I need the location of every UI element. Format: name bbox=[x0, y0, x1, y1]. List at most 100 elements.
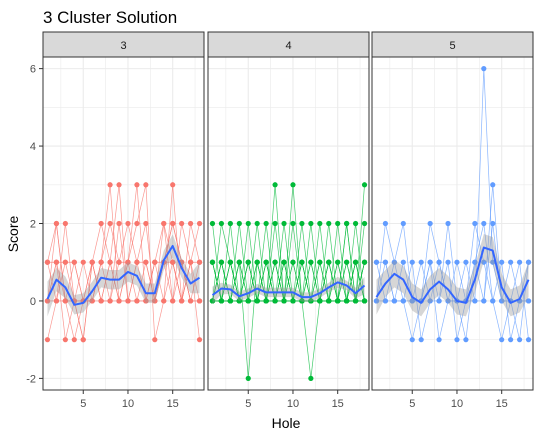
data-point bbox=[508, 337, 514, 343]
data-point bbox=[436, 298, 442, 304]
data-point bbox=[361, 259, 368, 265]
data-point bbox=[62, 220, 68, 227]
data-point bbox=[409, 298, 415, 304]
data-point bbox=[490, 259, 496, 265]
series-line bbox=[47, 184, 200, 302]
data-point bbox=[263, 298, 269, 304]
panel-border bbox=[371, 56, 534, 391]
data-point bbox=[382, 259, 389, 265]
data-point bbox=[218, 259, 225, 265]
data-point bbox=[400, 259, 406, 265]
data-point bbox=[107, 182, 113, 188]
panel-border bbox=[207, 56, 370, 391]
data-point bbox=[427, 298, 433, 304]
data-point bbox=[125, 220, 131, 227]
data-point bbox=[263, 220, 269, 227]
data-point bbox=[196, 337, 203, 343]
data-point bbox=[116, 259, 122, 265]
smooth-confidence-band bbox=[376, 233, 529, 317]
data-point bbox=[361, 182, 368, 188]
data-point bbox=[290, 298, 296, 304]
data-point bbox=[409, 337, 415, 343]
facet-panel-5: 5 5 10 15 bbox=[371, 31, 534, 410]
data-point bbox=[98, 259, 104, 265]
data-point bbox=[490, 298, 496, 304]
data-point bbox=[218, 220, 225, 227]
data-point bbox=[89, 298, 95, 304]
data-point bbox=[98, 298, 104, 304]
data-point bbox=[209, 298, 216, 304]
data-point bbox=[80, 337, 86, 343]
data-point bbox=[463, 337, 469, 343]
data-point bbox=[436, 337, 442, 343]
data-point bbox=[227, 298, 233, 304]
facet-strip-label: 3 bbox=[120, 40, 126, 52]
data-point bbox=[481, 220, 487, 227]
smooth-confidence-band bbox=[212, 276, 365, 304]
y-tick-label: 2 bbox=[30, 219, 36, 231]
data-point bbox=[272, 182, 278, 188]
data-point bbox=[481, 259, 487, 265]
data-point bbox=[272, 259, 278, 265]
data-point bbox=[71, 337, 77, 343]
data-point bbox=[281, 259, 287, 265]
series-line bbox=[376, 223, 529, 340]
data-point bbox=[373, 259, 380, 265]
data-point bbox=[472, 259, 478, 265]
data-point bbox=[53, 259, 60, 265]
data-point bbox=[161, 220, 167, 227]
data-point bbox=[245, 375, 251, 381]
x-tick-label: 5 bbox=[409, 398, 415, 410]
data-point bbox=[344, 259, 350, 265]
data-point bbox=[236, 220, 242, 227]
data-point bbox=[209, 220, 216, 227]
data-point bbox=[272, 298, 278, 304]
data-point bbox=[179, 220, 185, 227]
smooth-trend-line bbox=[375, 246, 530, 304]
data-point bbox=[187, 298, 194, 304]
data-point bbox=[236, 259, 242, 265]
data-point bbox=[299, 220, 305, 227]
data-point bbox=[245, 259, 251, 265]
data-point bbox=[472, 220, 478, 227]
smooth-trend-line bbox=[46, 244, 201, 306]
data-point bbox=[481, 298, 487, 304]
data-point bbox=[71, 259, 77, 265]
data-point bbox=[281, 298, 287, 304]
x-tick-label: 15 bbox=[332, 398, 344, 410]
data-point bbox=[290, 220, 296, 227]
data-point bbox=[143, 182, 149, 188]
data-point bbox=[125, 259, 131, 265]
data-point bbox=[53, 220, 60, 227]
facet-strip bbox=[371, 31, 534, 58]
data-point bbox=[299, 259, 305, 265]
x-axis: 5 10 15 bbox=[409, 390, 508, 410]
data-point bbox=[196, 298, 203, 304]
data-point bbox=[445, 220, 451, 227]
data-point bbox=[254, 259, 260, 265]
data-point bbox=[152, 259, 158, 265]
x-tick-label: 15 bbox=[496, 398, 508, 410]
data-point bbox=[179, 298, 185, 304]
data-point bbox=[490, 220, 496, 227]
x-tick-label: 15 bbox=[167, 398, 179, 410]
data-point bbox=[170, 220, 176, 227]
data-point bbox=[427, 259, 433, 265]
data-point bbox=[382, 298, 389, 304]
data-point bbox=[272, 220, 278, 227]
data-point bbox=[161, 298, 167, 304]
data-point bbox=[335, 298, 341, 304]
y-axis-label: Score bbox=[5, 216, 21, 253]
x-axis: 5 10 15 bbox=[80, 390, 179, 410]
y-tick-label: 6 bbox=[30, 64, 36, 76]
data-point bbox=[463, 259, 469, 265]
data-point bbox=[107, 298, 113, 304]
data-point bbox=[308, 375, 314, 381]
smooth-trend-line bbox=[211, 281, 366, 299]
data-point bbox=[170, 298, 176, 304]
data-point bbox=[516, 337, 523, 343]
data-point bbox=[326, 259, 332, 265]
data-point bbox=[254, 298, 260, 304]
y-axis: -2 0 2 4 6 bbox=[26, 64, 43, 385]
data-point bbox=[196, 259, 203, 265]
